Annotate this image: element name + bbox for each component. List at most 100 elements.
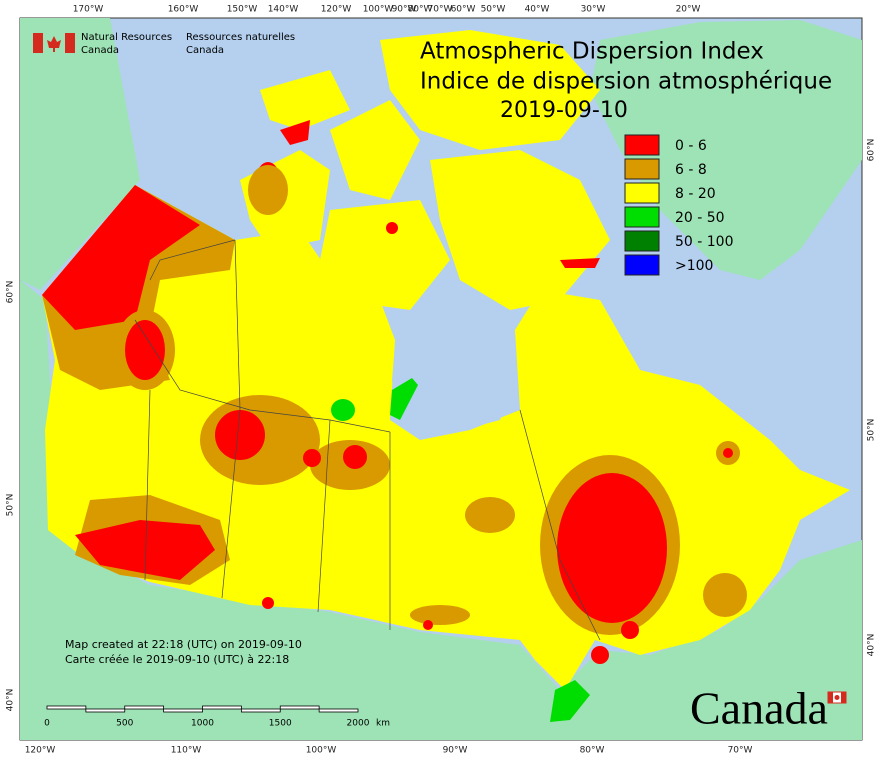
dispersion-zone	[703, 573, 747, 617]
longitude-label: 30°W	[581, 5, 606, 15]
dispersion-zone	[557, 473, 667, 623]
dispersion-zone	[42, 185, 200, 330]
longitude-label: 70°W	[428, 5, 453, 15]
longitude-label: 120°W	[25, 746, 56, 756]
alaska-land	[20, 18, 140, 290]
legend-swatch	[624, 206, 660, 228]
scale-segment	[318, 708, 359, 713]
flag-bar	[65, 33, 75, 53]
agency-fr: Ressources naturelles	[186, 32, 295, 43]
longitude-label: 160°W	[168, 5, 199, 15]
wordmark-flag-bar	[828, 692, 833, 703]
border	[519, 409, 601, 641]
border	[317, 419, 331, 613]
legend-swatch	[624, 158, 660, 180]
legend-label: 8 - 20	[675, 186, 716, 202]
dispersion-zone	[465, 497, 515, 533]
legend-swatch	[624, 134, 660, 156]
arctic-island	[260, 70, 350, 130]
dispersion-zone	[390, 378, 418, 420]
scale-label: 1500	[269, 719, 292, 729]
legend-label: 0 - 6	[675, 138, 707, 154]
greenland-land	[590, 20, 862, 280]
wordmark-leaf	[834, 695, 840, 700]
map-note: Map created at 22:18 (UTC) on 2019-09-10	[65, 638, 302, 651]
dispersion-zone	[343, 445, 367, 469]
longitude-label: 100°W	[363, 5, 394, 15]
longitude-label: 60°W	[451, 5, 476, 15]
longitude-label: 170°W	[73, 5, 104, 15]
longitude-label: 100°W	[306, 746, 337, 756]
longitude-label: 50°W	[481, 5, 506, 15]
longitude-label: 40°W	[525, 5, 550, 15]
longitude-label: 140°W	[268, 5, 299, 15]
dispersion-zone	[423, 620, 433, 630]
longitude-label: 80°W	[580, 746, 605, 756]
latitude-label: 40°N	[867, 634, 877, 657]
legend-label: 50 - 100	[675, 234, 734, 250]
dispersion-zone	[591, 646, 609, 664]
dispersion-zone	[303, 449, 321, 467]
wordmark: Canada	[690, 683, 828, 734]
longitude-label: 20°W	[676, 5, 701, 15]
dispersion-zone	[262, 597, 274, 609]
legend-swatch	[624, 182, 660, 204]
agency-en: Natural Resources	[81, 32, 172, 43]
map-layers	[20, 18, 862, 740]
dispersion-zone	[410, 605, 470, 625]
agency-fr: Canada	[186, 45, 224, 56]
legend-swatch	[624, 254, 660, 276]
legend-swatch	[624, 230, 660, 252]
flag-bar	[33, 33, 43, 53]
scale-segment	[240, 708, 281, 713]
title-fr: Indice de dispersion atmosphérique	[420, 69, 832, 95]
scale-segment	[202, 705, 242, 710]
longitude-label: 80°W	[408, 5, 433, 15]
scale-segment	[163, 708, 203, 713]
scale-segment	[124, 705, 165, 710]
dispersion-zone	[215, 410, 265, 460]
scale-label: 500	[116, 719, 133, 729]
dispersion-zone	[386, 222, 398, 234]
map-note: Carte créée le 2019-09-10 (UTC) à 22:18	[65, 653, 289, 666]
border	[144, 389, 151, 581]
longitude-label: 90°W	[392, 5, 417, 15]
scale-segment	[46, 705, 87, 710]
longitude-label: 120°W	[321, 5, 352, 15]
wordmark-flag-bar	[841, 692, 846, 703]
legend-label: 20 - 50	[675, 210, 725, 226]
dispersion-zone	[560, 258, 600, 268]
scale-unit: km	[376, 719, 390, 729]
flag-leaf	[47, 36, 61, 52]
longitude-label: 90°W	[443, 746, 468, 756]
us-land	[20, 280, 862, 740]
scale-segment	[279, 705, 320, 710]
border	[134, 319, 391, 433]
arctic-island	[430, 150, 610, 310]
border	[234, 239, 241, 411]
scale-label: 0	[44, 719, 50, 729]
dispersion-zone	[621, 621, 639, 639]
dispersion-zone	[280, 120, 310, 145]
dispersion-zone	[331, 399, 355, 421]
arctic-island	[380, 30, 600, 150]
agency-en: Canada	[81, 45, 119, 56]
longitude-label: 110°W	[171, 746, 202, 756]
latitude-label: 50°N	[867, 419, 877, 442]
dispersion-zone	[125, 320, 165, 380]
dispersion-zone	[550, 680, 590, 722]
dispersion-zone	[723, 448, 733, 458]
border	[149, 239, 236, 281]
longitude-label: 150°W	[227, 5, 258, 15]
legend-label: >100	[675, 258, 713, 274]
longitude-label: 70°W	[728, 746, 753, 756]
dispersion-zone	[248, 165, 288, 215]
hudson-bay	[392, 330, 510, 432]
arctic-island	[330, 100, 420, 200]
latitude-label: 60°N	[6, 281, 16, 304]
scale-segment	[85, 708, 126, 713]
title-en: Atmospheric Dispersion Index	[420, 39, 764, 65]
scale-label: 2000	[347, 719, 370, 729]
latitude-label: 60°N	[867, 139, 877, 162]
